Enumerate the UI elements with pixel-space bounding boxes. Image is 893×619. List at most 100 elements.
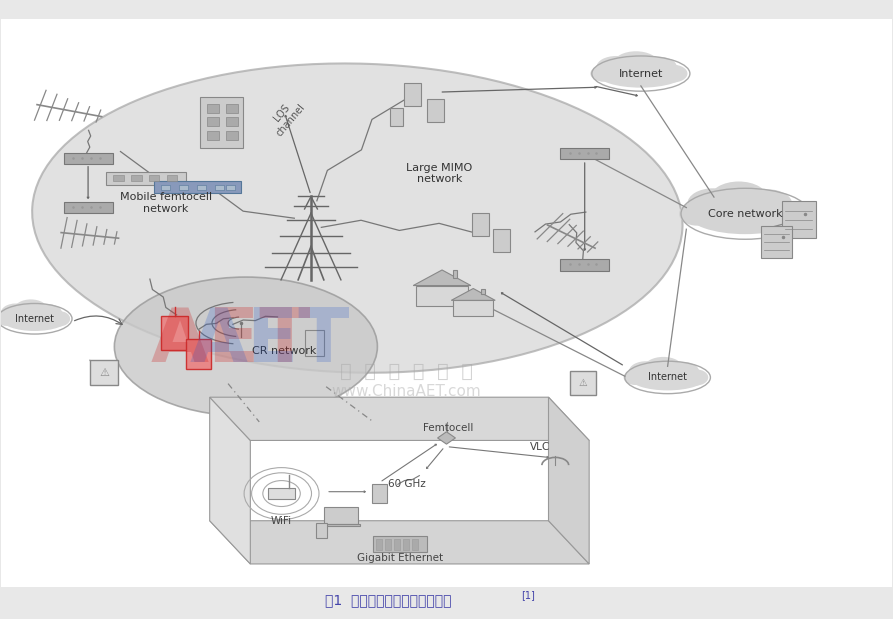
Ellipse shape [639,57,677,76]
Polygon shape [210,521,589,564]
Bar [472,212,488,236]
Bar [560,259,609,271]
Bar [481,288,485,295]
Text: WiFi: WiFi [271,516,292,526]
Bar [149,175,160,181]
Ellipse shape [1,306,68,331]
Bar [305,331,324,357]
Bar [385,539,391,550]
Bar [196,184,205,189]
Text: Femtocell: Femtocell [423,423,473,433]
Polygon shape [413,270,471,285]
Ellipse shape [623,370,647,385]
Ellipse shape [114,277,378,416]
Ellipse shape [32,64,682,373]
Bar [226,184,235,189]
Text: LOS
channel: LOS channel [265,95,307,139]
Ellipse shape [0,311,17,326]
Ellipse shape [629,365,706,391]
Bar [214,184,223,189]
Bar [187,339,211,370]
Ellipse shape [644,357,682,378]
Ellipse shape [768,201,806,227]
Ellipse shape [743,189,792,218]
Bar [322,524,360,526]
Ellipse shape [597,59,685,88]
Ellipse shape [47,311,71,326]
Bar [200,97,243,148]
Bar [90,360,119,385]
Bar [207,117,219,126]
Bar [226,103,238,113]
Bar [226,117,238,126]
Bar [454,300,493,316]
Bar [207,131,219,140]
Bar [316,523,327,539]
Text: Internet: Internet [15,314,54,324]
Bar [493,228,510,252]
Bar [161,184,170,189]
Bar [394,539,400,550]
Bar [179,184,188,189]
Text: www.ChinaAET.com: www.ChinaAET.com [331,384,481,399]
Ellipse shape [658,64,688,82]
Bar [781,201,815,238]
Text: [1]: [1] [522,591,536,600]
Bar [570,371,597,395]
Bar [207,103,219,113]
Ellipse shape [679,202,715,226]
Bar [403,539,409,550]
Text: CR network: CR network [252,347,316,357]
Ellipse shape [590,66,618,82]
Text: Internet: Internet [648,373,687,383]
Text: Mobile femtocell
network: Mobile femtocell network [120,193,212,214]
Bar [376,539,382,550]
Polygon shape [548,397,589,564]
Bar [390,108,404,126]
Text: Gigabit Ethernet: Gigabit Ethernet [357,553,443,563]
Polygon shape [451,288,496,300]
Bar [373,536,427,552]
Bar [269,488,295,499]
Text: ⚠: ⚠ [99,368,109,378]
Bar [166,175,177,181]
Bar [113,175,124,181]
Ellipse shape [1,303,31,322]
Ellipse shape [710,181,768,215]
Bar [416,285,468,306]
Ellipse shape [688,188,739,219]
Bar [131,175,142,181]
Bar [161,316,188,350]
Bar [226,131,238,140]
Ellipse shape [613,51,658,75]
Text: ⚠: ⚠ [579,378,588,388]
Text: Core network: Core network [708,209,782,219]
Ellipse shape [682,369,708,386]
Bar [412,539,418,550]
Polygon shape [106,172,186,184]
Text: AET: AET [190,305,350,378]
Ellipse shape [629,361,663,381]
Text: 图1  典型的毫米波异构网络架构: 图1 典型的毫米波异构网络架构 [325,593,452,607]
Bar [372,483,387,503]
Text: Large MIMO
network: Large MIMO network [406,163,472,184]
Ellipse shape [597,56,636,77]
Text: 电  子  技  术  应  用: 电 子 技 术 应 用 [340,361,473,381]
Text: Internet: Internet [619,69,663,79]
Polygon shape [210,397,250,564]
Bar [761,225,792,258]
Polygon shape [154,181,241,193]
Bar [428,99,445,123]
Bar [560,149,609,160]
Ellipse shape [666,362,699,380]
Ellipse shape [14,300,47,320]
Ellipse shape [688,193,803,234]
Text: AET: AET [151,305,311,378]
Text: 60 GHz: 60 GHz [388,478,425,488]
Bar [324,508,358,524]
Bar [63,202,113,213]
Text: VLC: VLC [530,441,550,452]
Bar [63,153,113,164]
Polygon shape [438,432,455,444]
Ellipse shape [33,304,62,321]
